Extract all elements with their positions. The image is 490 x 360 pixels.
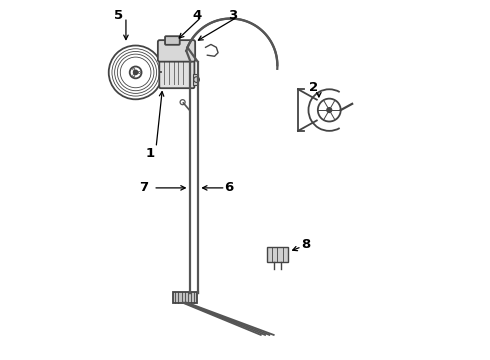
Text: 3: 3: [228, 9, 237, 22]
Circle shape: [326, 107, 332, 113]
Text: 2: 2: [309, 81, 318, 94]
Bar: [172, 292, 197, 303]
FancyBboxPatch shape: [165, 36, 180, 45]
FancyBboxPatch shape: [159, 57, 195, 88]
Text: 7: 7: [139, 181, 148, 194]
Circle shape: [130, 67, 142, 78]
Text: 4: 4: [192, 9, 201, 22]
Circle shape: [133, 70, 138, 75]
FancyBboxPatch shape: [158, 40, 195, 62]
Text: 8: 8: [301, 238, 311, 251]
Bar: [193, 74, 198, 85]
Bar: [267, 247, 288, 262]
Text: 6: 6: [224, 181, 234, 194]
Text: 1: 1: [146, 147, 154, 159]
Text: 5: 5: [114, 9, 123, 22]
